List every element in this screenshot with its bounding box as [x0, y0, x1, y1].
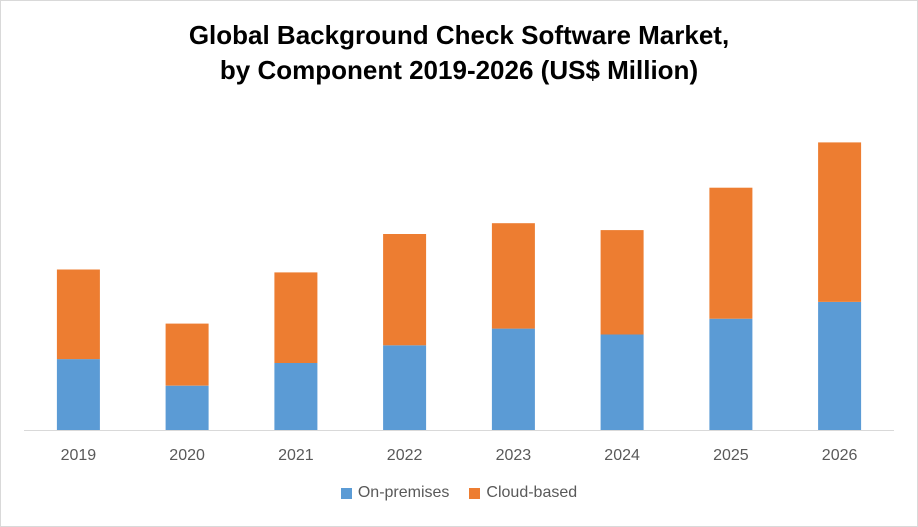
bar-on-premises-2023: [491, 328, 535, 430]
bar-cloud-based-2020: [165, 323, 209, 386]
bar-cloud-based-2022: [383, 234, 427, 346]
bar-on-premises-2020: [165, 385, 209, 430]
x-tick-label-2019: 2019: [61, 447, 97, 464]
legend-swatch-on-premises: [340, 487, 352, 499]
chart-title: Global Background Check Software Market,…: [0, 18, 918, 88]
chart-title-line-2: by Component 2019-2026 (US$ Million): [219, 55, 699, 85]
legend-item-cloud-based: Cloud-based: [469, 484, 577, 502]
x-tick-label-2020: 2020: [169, 447, 205, 464]
bar-on-premises-2024: [600, 334, 644, 430]
x-tick-label-2026: 2026: [822, 447, 858, 464]
x-tick-label-2021: 2021: [278, 447, 314, 464]
x-tick-label-2023: 2023: [496, 447, 532, 464]
x-tick-label-2025: 2025: [713, 447, 749, 464]
x-tick-label-2024: 2024: [604, 447, 640, 464]
legend-swatch-cloud-based: [469, 487, 481, 499]
legend-item-on-premises: On-premises: [340, 484, 450, 502]
x-tick-label-2022: 2022: [387, 447, 423, 464]
bar-cloud-based-2026: [818, 142, 862, 302]
bar-on-premises-2025: [709, 318, 753, 430]
chart-legend: On-premises Cloud-based: [0, 484, 918, 502]
chart-title-line-1: Global Background Check Software Market,: [188, 20, 730, 50]
bar-on-premises-2026: [818, 302, 862, 430]
bar-cloud-based-2024: [600, 230, 644, 335]
bar-cloud-based-2019: [56, 269, 100, 360]
legend-label-on-premises: On-premises: [357, 484, 450, 501]
bar-cloud-based-2025: [709, 187, 753, 319]
bar-on-premises-2021: [274, 363, 318, 430]
legend-label-cloud-based: Cloud-based: [486, 484, 578, 501]
bar-on-premises-2019: [56, 359, 100, 430]
bar-cloud-based-2023: [491, 223, 535, 329]
bar-cloud-based-2021: [274, 272, 318, 363]
bar-on-premises-2022: [383, 345, 427, 430]
